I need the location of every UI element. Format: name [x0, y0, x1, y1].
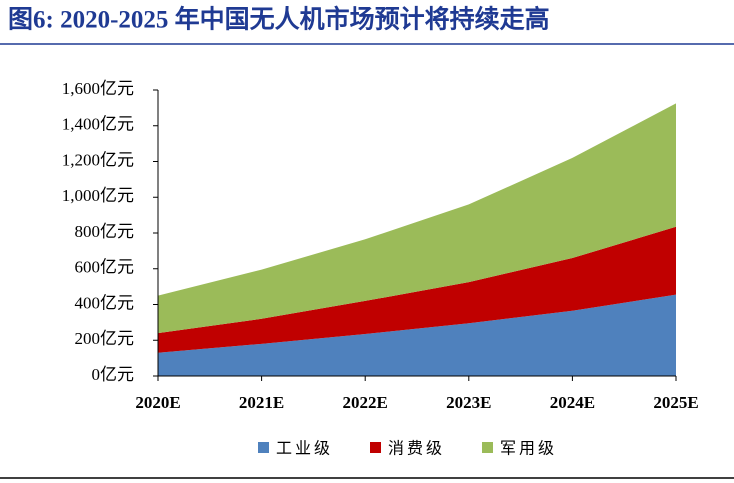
area	[158, 226, 676, 353]
legend-swatch	[482, 442, 493, 453]
x-tick-label: 2025E	[653, 393, 698, 412]
legend-label: 军用级	[500, 439, 557, 458]
chart-title: 图6: 2020-2025 年中国无人机市场预计将持续走高	[8, 5, 550, 34]
legend-swatch	[370, 442, 381, 453]
y-tick-label: 400亿元	[75, 293, 135, 312]
x-tick-label: 2022E	[343, 393, 388, 412]
x-tick-label: 2020E	[135, 393, 180, 412]
y-tick-label: 800亿元	[75, 222, 135, 241]
y-tick-label: 200亿元	[75, 329, 135, 348]
y-tick-label: 1,000亿元	[62, 186, 134, 205]
x-tick-label: 2021E	[239, 393, 284, 412]
y-tick-label: 0亿元	[92, 365, 135, 384]
x-tick-label: 2023E	[446, 393, 491, 412]
legend-label: 消费级	[388, 439, 445, 458]
y-tick-label: 1,200亿元	[62, 150, 134, 169]
legend-label: 工业级	[276, 439, 333, 458]
y-tick-label: 1,600亿元	[62, 79, 134, 98]
y-tick-label: 1,400亿元	[62, 115, 134, 134]
y-tick-label: 600亿元	[75, 258, 135, 277]
area	[158, 294, 676, 376]
legend-swatch	[258, 442, 269, 453]
area	[158, 103, 676, 334]
x-tick-label: 2024E	[550, 393, 595, 412]
